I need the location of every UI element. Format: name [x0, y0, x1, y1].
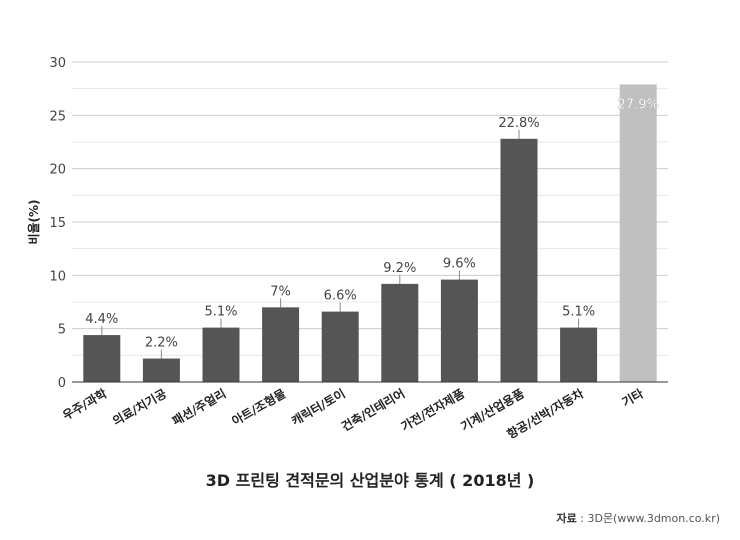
y-tick-label: 25 — [49, 109, 66, 124]
bar-6 — [440, 279, 478, 382]
data-label: 4.4% — [85, 312, 118, 327]
data-label: 2.2% — [145, 336, 178, 351]
x-tick-label: 건축/인테리어 — [339, 386, 408, 434]
y-tick-label: 15 — [49, 216, 66, 231]
source-note: 자료 : 3D몬(www.3dmon.co.kr) — [557, 511, 720, 525]
y-axis-ticks: 0 5 10 15 20 25 30 — [49, 56, 66, 391]
data-label: 5.1% — [562, 305, 595, 320]
bar-5 — [381, 283, 419, 382]
data-label: 9.2% — [383, 261, 416, 276]
bar-1 — [142, 358, 180, 382]
y-tick-label: 30 — [49, 56, 66, 71]
data-label: 9.6% — [443, 257, 476, 272]
bar-3 — [262, 307, 300, 382]
data-labels: 4.4% 2.2% 5.1% 7% 6.6% 9.2% 9.6% 22.8% 5.1% 27.9% — [85, 97, 659, 359]
x-tick-label: 패션/주얼리 — [169, 386, 228, 429]
x-tick-label: 가전/전자제품 — [398, 386, 467, 434]
y-axis-label: 비율(%) — [26, 199, 41, 244]
grid-lines — [72, 61, 668, 356]
x-axis-categories: 우주/과학 의료/치기공 패션/주얼리 아트/조형물 캐릭터/토이건축/인테리어가전/전… — [60, 386, 646, 442]
chart-title: 3D 프린팅 견적문의 산업분야 통계 ( 2018년 ) — [206, 471, 535, 490]
x-tick-label: 의료/치기공 — [110, 386, 169, 429]
x-tick-label: 기타 — [619, 386, 646, 410]
bar-2 — [202, 327, 240, 382]
bar-0 — [83, 335, 121, 382]
data-label: 27.9% — [618, 97, 659, 112]
y-tick-label: 5 — [58, 323, 66, 338]
bar-7 — [500, 138, 538, 382]
bars — [83, 84, 657, 383]
data-label: 22.8% — [498, 116, 539, 131]
data-label: 7% — [270, 284, 291, 299]
data-label: 6.6% — [324, 289, 357, 304]
x-tick-label: 우주/과학 — [60, 386, 110, 423]
source-value: 3D몬(www.3dmon.co.kr) — [587, 512, 720, 525]
y-tick-label: 0 — [58, 376, 66, 391]
x-tick-label: 아트/조형물 — [229, 386, 288, 429]
y-tick-label: 20 — [49, 163, 66, 178]
bar-4 — [321, 311, 359, 382]
source-label: 자료 — [557, 511, 577, 525]
y-tick-label: 10 — [49, 269, 66, 284]
bar-8 — [560, 327, 598, 382]
bar-9 — [619, 84, 657, 383]
data-label: 5.1% — [204, 305, 237, 320]
source-separator: : — [577, 512, 588, 525]
